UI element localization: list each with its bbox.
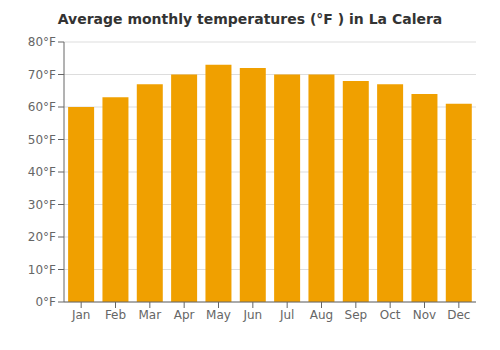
svg-text:Jun: Jun	[242, 308, 262, 322]
svg-text:Mar: Mar	[139, 308, 162, 322]
svg-text:80°F: 80°F	[28, 35, 56, 49]
svg-text:50°F: 50°F	[28, 133, 56, 147]
svg-text:Feb: Feb	[105, 308, 126, 322]
svg-text:10°F: 10°F	[28, 263, 56, 277]
svg-text:Jan: Jan	[71, 308, 91, 322]
svg-text:May: May	[206, 308, 231, 322]
svg-text:60°F: 60°F	[28, 100, 56, 114]
svg-text:Apr: Apr	[174, 308, 195, 322]
svg-text:20°F: 20°F	[28, 230, 56, 244]
svg-text:Jul: Jul	[279, 308, 294, 322]
svg-text:Aug: Aug	[310, 308, 333, 322]
svg-text:Oct: Oct	[380, 308, 401, 322]
svg-text:Nov: Nov	[413, 308, 436, 322]
svg-text:30°F: 30°F	[28, 198, 56, 212]
html-text:Average monthly temperatures (: Average monthly temperatures (°F ) in La…	[57, 11, 443, 27]
svg-text:40°F: 40°F	[28, 165, 56, 179]
svg-text:70°F: 70°F	[28, 68, 56, 82]
svg-text:0°F: 0°F	[35, 295, 56, 309]
svg-text:Dec: Dec	[447, 308, 470, 322]
svg-text:Sep: Sep	[345, 308, 368, 322]
